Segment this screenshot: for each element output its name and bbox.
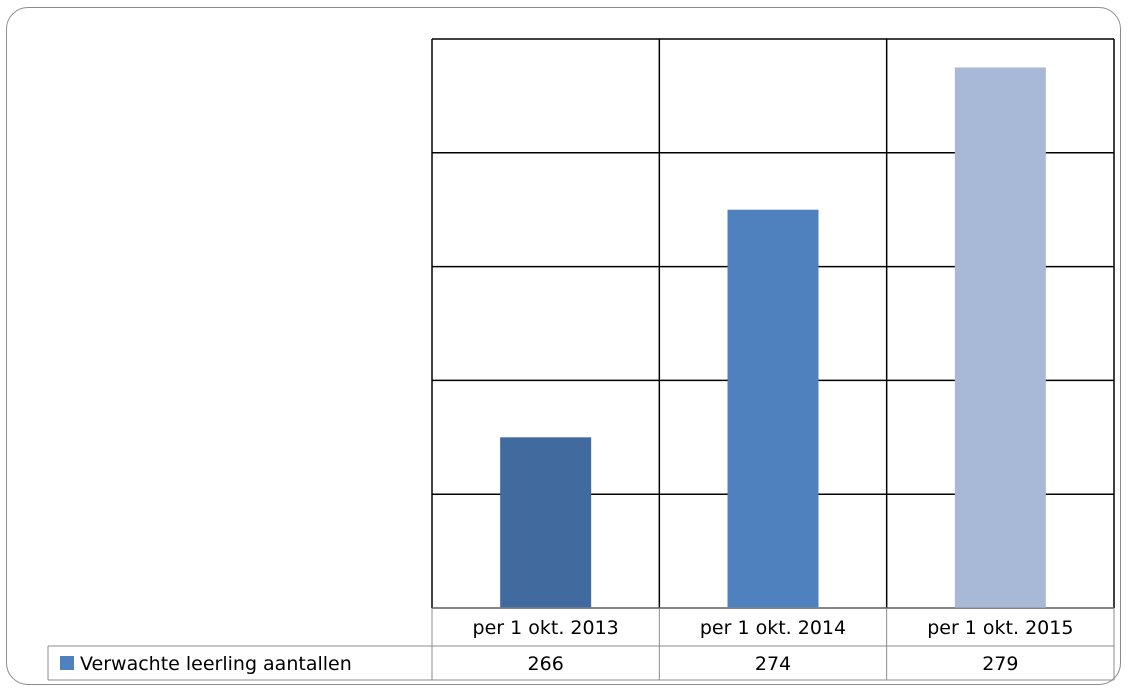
value-label: 274 bbox=[755, 653, 791, 675]
value-label: 266 bbox=[528, 653, 564, 675]
category-label: per 1 okt. 2014 bbox=[700, 617, 846, 639]
bar-per-1-okt-2014 bbox=[727, 209, 819, 608]
bar-per-1-okt-2013 bbox=[500, 437, 592, 608]
category-label: per 1 okt. 2015 bbox=[927, 617, 1073, 639]
category-label: per 1 okt. 2013 bbox=[473, 617, 619, 639]
chart-frame bbox=[6, 7, 1121, 685]
value-label: 279 bbox=[982, 653, 1018, 675]
legend-key bbox=[60, 656, 74, 670]
legend-series-name: Verwachte leerling aantallen bbox=[80, 653, 352, 675]
bar-per-1-okt-2015 bbox=[954, 67, 1046, 608]
